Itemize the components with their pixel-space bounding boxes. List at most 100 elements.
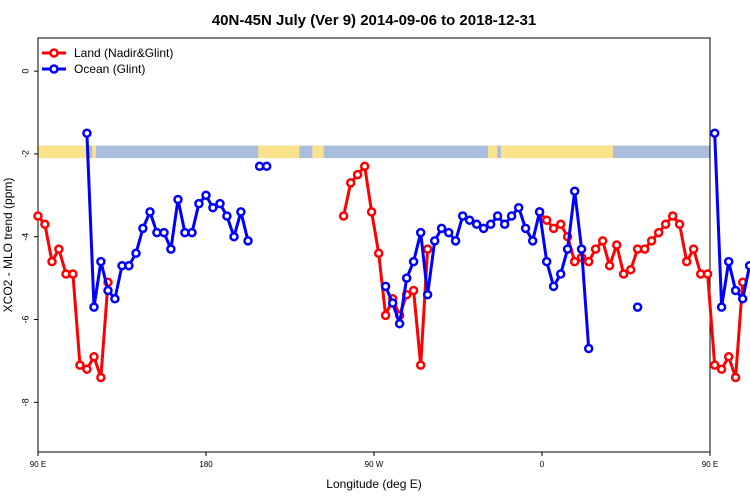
data-point: [723, 256, 734, 267]
data-point: [562, 244, 573, 254]
y-tick-label: -6: [20, 316, 30, 324]
data-point: [611, 240, 622, 250]
series-layer: [33, 128, 750, 383]
series-land: [33, 161, 748, 383]
land-strip-segment: [487, 145, 498, 159]
data-point: [541, 256, 552, 267]
data-point: [380, 310, 391, 321]
data-point: [534, 207, 545, 217]
data-point: [541, 215, 552, 225]
data-point: [653, 227, 664, 238]
x-tick-label: 90 W: [365, 460, 384, 469]
data-point: [40, 219, 50, 230]
data-point: [380, 281, 391, 292]
data-point: [737, 294, 748, 304]
data-point: [236, 207, 246, 217]
data-point: [674, 219, 685, 230]
data-point: [173, 194, 183, 205]
data-point: [352, 169, 363, 180]
data-point: [261, 161, 272, 172]
x-tick-label: 90 E: [702, 460, 718, 469]
data-point: [394, 318, 405, 329]
data-point: [520, 223, 531, 234]
data-point: [716, 302, 727, 312]
data-point: [201, 190, 211, 201]
data-point: [709, 360, 720, 370]
data-point: [583, 343, 594, 354]
data-point: [138, 223, 148, 234]
data-point: [450, 236, 461, 246]
data-point: [422, 244, 433, 254]
data-point: [429, 236, 440, 246]
data-point: [415, 360, 426, 370]
data-point: [359, 161, 370, 172]
land-strip-segment: [500, 145, 613, 159]
data-point: [625, 265, 636, 275]
data-point: [569, 256, 580, 267]
data-point: [590, 244, 601, 254]
y-axis-ticks: 0 -2 -4 -6 -8: [20, 69, 38, 406]
chart-title: 40N-45N July (Ver 9) 2014-09-06 to 2018-…: [212, 12, 536, 29]
data-point: [639, 244, 650, 254]
y-tick-label: -2: [20, 150, 30, 158]
data-point: [478, 223, 489, 234]
data-point: [709, 128, 720, 138]
data-point: [436, 223, 447, 234]
y-axis-label: XCO2 - MLO trend (ppm): [1, 178, 15, 313]
data-point: [243, 236, 253, 246]
data-point: [166, 244, 176, 254]
data-point: [229, 231, 239, 242]
data-point: [576, 244, 587, 254]
data-point: [597, 236, 608, 246]
data-point: [702, 269, 713, 279]
data-point: [194, 198, 204, 209]
data-point: [215, 198, 225, 209]
data-point: [492, 211, 503, 221]
data-point: [604, 260, 615, 271]
data-point: [33, 211, 43, 221]
data-point: [583, 256, 594, 267]
data-point: [730, 372, 741, 383]
data-point: [82, 128, 92, 138]
data-point: [422, 289, 433, 300]
legend-label: Ocean (Glint): [74, 62, 145, 76]
land-strip-segment: [92, 145, 96, 159]
series-line: [36, 215, 110, 379]
series-ocean: [82, 128, 750, 354]
data-point: [366, 207, 377, 217]
data-point: [471, 219, 482, 230]
data-point: [345, 178, 356, 188]
data-point: [401, 273, 412, 283]
x-axis-ticks: 90 E 180 90 W 0 90 E: [30, 452, 718, 469]
series-line: [713, 133, 750, 309]
legend: Land (Nadir&Glint) Ocean (Glint): [42, 46, 173, 76]
data-point: [75, 360, 85, 370]
x-axis-label: Longitude (deg E): [326, 477, 421, 491]
data-point: [443, 227, 454, 238]
legend-label: Land (Nadir&Glint): [74, 46, 173, 60]
data-point: [338, 211, 349, 221]
land-strip-segment: [258, 145, 300, 159]
data-point: [457, 211, 468, 221]
data-point: [159, 227, 169, 238]
data-point: [187, 227, 197, 238]
data-point: [660, 219, 671, 230]
y-tick-label: 0: [20, 69, 30, 74]
data-point: [89, 302, 99, 312]
data-point: [89, 352, 99, 362]
data-point: [47, 256, 57, 267]
data-point: [667, 211, 678, 221]
data-point: [124, 260, 134, 271]
data-point: [555, 269, 566, 279]
data-point: [131, 248, 141, 259]
data-point: [723, 352, 734, 362]
y-tick-label: -4: [20, 233, 30, 241]
data-point: [464, 215, 475, 225]
data-point: [408, 285, 419, 296]
data-point: [506, 211, 517, 221]
legend-marker: [49, 64, 59, 74]
legend-marker: [49, 48, 59, 58]
x-tick-label: 180: [199, 460, 213, 469]
data-point: [555, 219, 566, 230]
